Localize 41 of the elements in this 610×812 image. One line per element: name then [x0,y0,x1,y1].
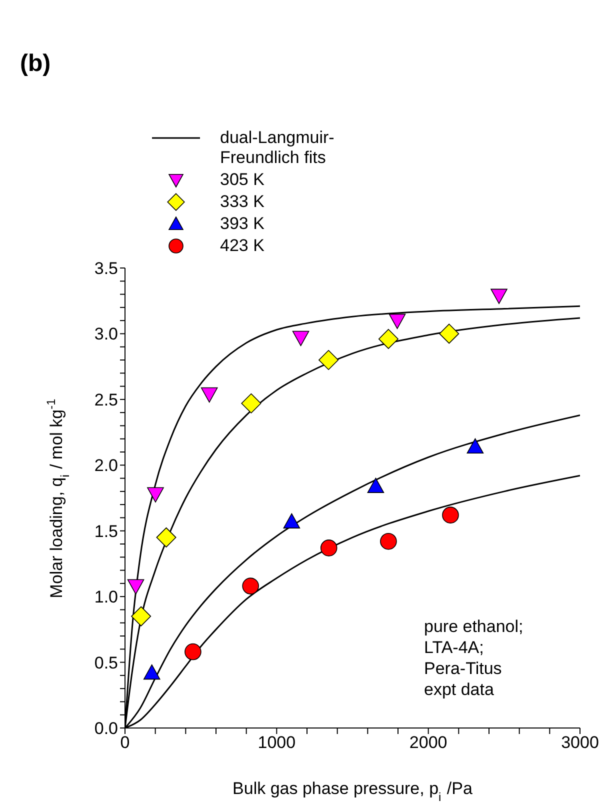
legend-label: 423 K [220,236,264,256]
point [466,438,484,454]
annotation: pure ethanol; LTA-4A; Pera-Titus expt data [424,616,524,700]
legend-label: 333 K [220,192,264,212]
point [439,324,460,344]
point [200,387,218,403]
point [241,393,262,414]
chart-title: (b) [20,50,51,78]
legend-label: dual-Langmuir-Freundlich fits [220,128,336,168]
point [388,314,406,329]
point [490,288,508,304]
point [292,330,310,346]
x-tick-label: 3000 [561,733,599,752]
y-tick-label: 3.5 [94,259,118,278]
point [143,664,160,680]
point [127,579,144,594]
x-tick-label: 0 [120,733,130,752]
point [318,350,339,370]
legend-label: 305 K [220,170,264,190]
y-tick-label: 0.5 [94,653,118,672]
point [131,606,152,626]
y-tick-label: 3.0 [94,324,118,344]
point [367,478,384,493]
y-tick-label: 2.0 [94,456,118,476]
point [283,513,300,528]
point [380,532,397,550]
point [442,506,459,524]
point [242,578,259,594]
x-tick-label: 1000 [258,733,296,752]
point [147,487,164,502]
y-tick-label: 2.5 [94,390,118,410]
y-tick-label: 1.5 [94,522,118,541]
point [320,540,338,556]
point [378,328,398,349]
point [184,643,202,660]
y-tick-label: 0.0 [94,719,118,738]
point [156,527,176,548]
y-tick-label: 1.0 [94,588,118,607]
x-tick-label: 2000 [409,733,448,752]
legend-label: 393 K [220,214,264,234]
x-axis-title: Bulk gas phase pressure, p$_{i}$ /Pa [232,779,473,804]
